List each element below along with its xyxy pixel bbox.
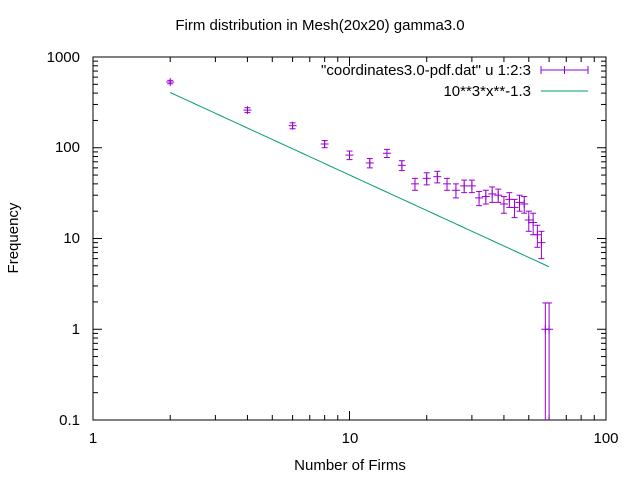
data-point xyxy=(481,189,490,205)
data-point xyxy=(433,170,442,184)
axis-ticks xyxy=(92,57,607,421)
fit-line xyxy=(170,92,550,268)
y-tick-label: 0.1 xyxy=(59,412,80,429)
data-point xyxy=(422,172,431,186)
data-point xyxy=(397,160,406,172)
data-point xyxy=(166,78,175,87)
data-point xyxy=(505,192,514,208)
data-point xyxy=(515,194,524,212)
data-point xyxy=(288,121,297,130)
data-point xyxy=(475,190,484,207)
data-point xyxy=(499,196,508,214)
data-point xyxy=(382,148,391,159)
data-point xyxy=(467,179,476,194)
y-tick-label: 1000 xyxy=(47,49,80,66)
data-point xyxy=(460,179,469,194)
x-tick-label: 10 xyxy=(342,430,359,447)
data-point xyxy=(494,188,503,203)
x-tick-labels: 1 10 100 xyxy=(89,430,619,447)
x-tick-label: 100 xyxy=(593,430,618,447)
data-point xyxy=(510,198,519,219)
y-tick-labels: 0.1 1 10 100 1000 xyxy=(47,49,80,429)
y-tick-label: 1 xyxy=(72,321,80,338)
chart-title: Firm distribution in Mesh(20x20) gamma3.… xyxy=(175,17,464,34)
legend-key-errorbars xyxy=(540,66,589,74)
data-point xyxy=(488,186,497,203)
data-point xyxy=(533,224,542,248)
data-point xyxy=(365,158,374,169)
data-point xyxy=(243,106,252,115)
data-point xyxy=(443,177,452,191)
x-axis-label: Number of Firms xyxy=(294,457,406,474)
data-point xyxy=(451,183,460,199)
data-point xyxy=(541,302,550,420)
data-point xyxy=(545,302,554,420)
legend-label-data: "coordinates3.0-pdf.dat" u 1:2:3 xyxy=(321,62,531,79)
legend-label-fit: 10**3*x**-1.3 xyxy=(443,83,531,100)
errorbar-series xyxy=(166,78,554,420)
data-point xyxy=(524,210,533,232)
y-tick-label: 100 xyxy=(55,139,80,156)
data-point xyxy=(345,150,354,161)
fit-line-series xyxy=(170,92,550,268)
data-point xyxy=(320,139,329,149)
data-point xyxy=(529,212,538,236)
data-point xyxy=(520,196,529,214)
plot-frame xyxy=(92,56,607,421)
data-point xyxy=(410,177,419,191)
legend: "coordinates3.0-pdf.dat" u 1:2:3 10**3*x… xyxy=(321,62,589,100)
x-tick-label: 1 xyxy=(89,430,97,447)
y-tick-label: 10 xyxy=(63,230,80,247)
data-point xyxy=(537,230,546,260)
y-axis-label: Frequency xyxy=(5,202,22,273)
